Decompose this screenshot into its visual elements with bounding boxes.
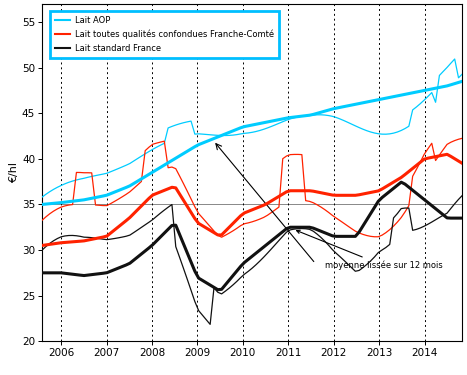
Text: moyenne lissée sur 12 mois: moyenne lissée sur 12 mois [297, 230, 442, 270]
Y-axis label: €/hl: €/hl [9, 162, 19, 183]
Legend: Lait AOP, Lait toutes qualités confondues Franche-Comté, Lait standard France: Lait AOP, Lait toutes qualités confondue… [50, 11, 279, 58]
